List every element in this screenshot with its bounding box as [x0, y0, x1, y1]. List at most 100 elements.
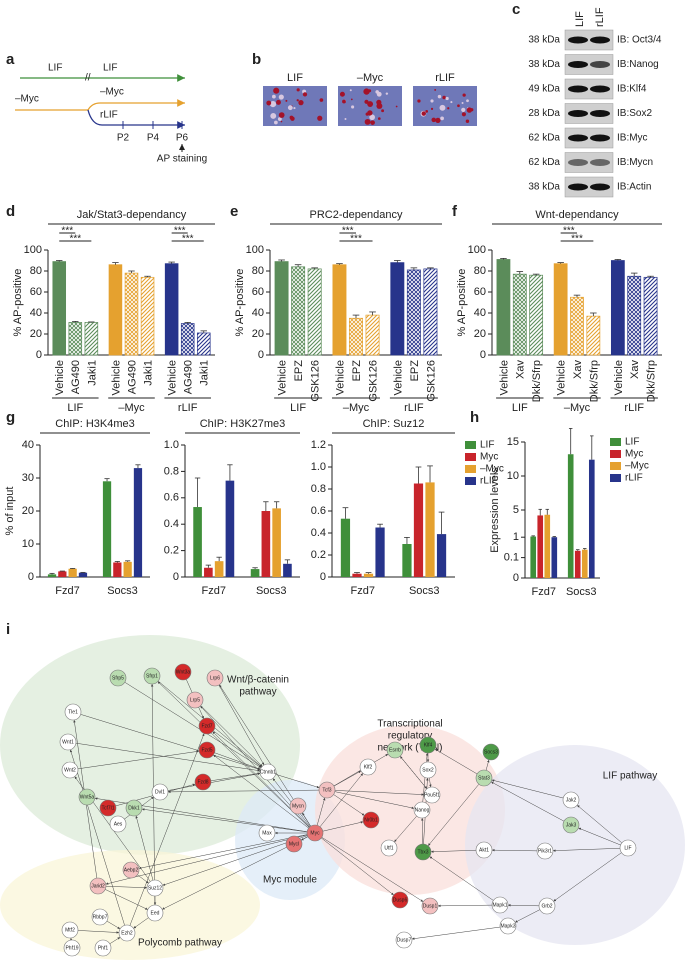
network-node: [146, 904, 164, 922]
node-label: Lrp6: [210, 675, 220, 681]
bar: [123, 561, 132, 577]
colony: [274, 120, 278, 125]
node-label: Nanog: [415, 807, 430, 813]
y-tick-label: 0: [36, 349, 42, 361]
significance-label: ***: [69, 234, 81, 245]
network-edge: [399, 756, 428, 789]
bar: [423, 268, 438, 356]
micrograph: [263, 86, 327, 126]
colony: [364, 118, 371, 125]
cluster: [465, 745, 685, 945]
x-tick-label: Xav: [515, 360, 527, 379]
network-edge: [69, 749, 125, 926]
bar: [68, 322, 83, 356]
network-node: [186, 691, 204, 709]
blot: [564, 152, 614, 173]
network-edge: [124, 682, 262, 768]
network-node: [118, 924, 136, 942]
break-mark: //: [85, 73, 91, 84]
colony: [462, 93, 466, 97]
x-tick-label: Fzd7: [55, 585, 79, 597]
network-node: [146, 879, 164, 897]
significance-label: ***: [350, 234, 362, 245]
network-node: [122, 861, 140, 879]
chart-title: PRC2-dependancy: [310, 209, 403, 221]
legend-swatch: [610, 474, 621, 482]
network-edge: [109, 937, 121, 944]
network-edge: [316, 797, 326, 826]
bar: [261, 511, 271, 577]
group-label: rLIF: [624, 402, 644, 414]
band: [590, 36, 610, 44]
node-label: Phf19: [65, 945, 78, 951]
significance-label: ***: [563, 226, 575, 237]
x-tick-label: GSK126: [310, 360, 322, 402]
network-node: [482, 743, 500, 761]
network-edge: [133, 917, 149, 929]
colony: [272, 94, 276, 99]
bar: [225, 480, 235, 577]
network-node: [359, 758, 377, 776]
colony: [287, 105, 293, 111]
network-edge: [576, 804, 623, 844]
bar: [553, 263, 568, 356]
network-node: [198, 717, 216, 735]
node-label: Mapk1: [492, 902, 507, 908]
x-tick-label: AG490: [126, 360, 138, 394]
node-label: Suz12: [148, 885, 162, 891]
bar: [47, 574, 57, 577]
bar: [402, 544, 412, 577]
x-tick-label: EPZ: [409, 360, 421, 382]
band: [568, 159, 588, 166]
colony: [457, 104, 460, 108]
x-tick-label: Vehicle: [334, 360, 346, 395]
node-label: Max: [262, 830, 272, 836]
bar-chart: 0 0.2 0.4 0.6 0.8 1.0 ChIP: H3K27me3 Fzd7 Socs3: [164, 418, 300, 597]
network-edge: [218, 684, 265, 766]
y-tick-label: 40: [22, 439, 34, 451]
x-tick-label: Vehicle: [392, 360, 404, 395]
blot: [564, 127, 614, 149]
network-node: [536, 842, 554, 860]
significance-label: ***: [342, 226, 354, 237]
network-node: [109, 815, 127, 833]
bar: [283, 563, 292, 577]
bar-chart: 0 10 20 30 40 ChIP: H3K4me3 % of input Fzd7 Socs…: [4, 418, 150, 597]
colony: [442, 95, 446, 100]
legend-swatch: [610, 450, 621, 458]
bar: [102, 481, 112, 577]
network-node: [151, 783, 169, 801]
network-node: [89, 877, 107, 895]
network-edge: [430, 850, 477, 853]
group-label: rLIF: [404, 402, 424, 414]
colony: [376, 91, 382, 97]
x-tick-label: Vehicle: [110, 360, 122, 395]
network-edge: [321, 837, 394, 896]
colony: [385, 92, 389, 95]
y-tick-label: 20: [22, 505, 34, 517]
passage: P2: [117, 133, 130, 144]
network-edge: [200, 705, 263, 767]
legend-swatch: [465, 441, 476, 449]
network-edge: [333, 770, 362, 787]
y-tick-label: 100: [468, 244, 486, 256]
network-node: [413, 801, 431, 819]
colony: [445, 96, 449, 101]
node-label: Wnt2: [64, 767, 76, 773]
y-tick-label: 0: [480, 349, 486, 361]
y-tick-label: 1.2: [311, 439, 326, 451]
bar: [352, 573, 362, 577]
network-node: [61, 761, 79, 779]
band: [568, 85, 588, 93]
network-node: [64, 703, 82, 721]
network-node: [499, 917, 517, 935]
bar: [340, 518, 351, 577]
bar: [140, 276, 155, 356]
colony: [339, 91, 345, 97]
image-label: LIF: [287, 72, 303, 84]
micrograph-bg: [413, 86, 477, 126]
bar: [307, 268, 322, 356]
band: [568, 61, 588, 68]
bar: [58, 571, 67, 577]
